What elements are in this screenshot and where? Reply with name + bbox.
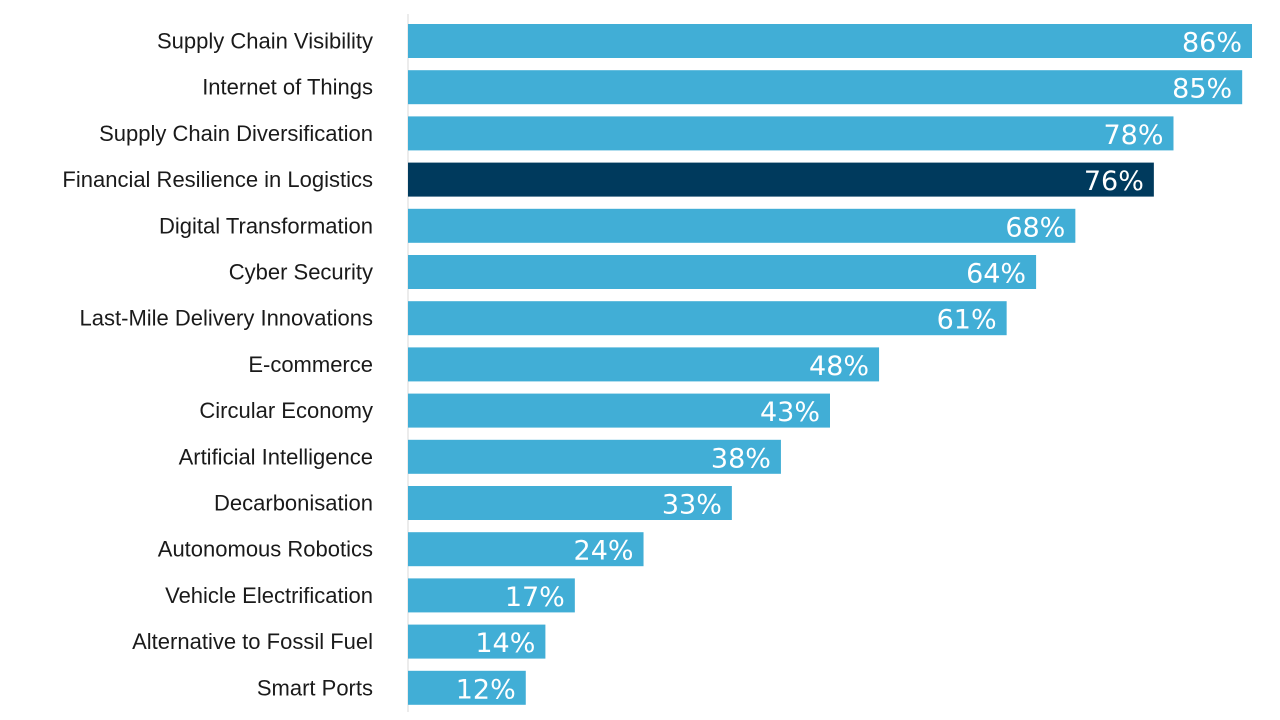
category-labels-group: Supply Chain Visibility Internet of Thing… <box>62 29 373 701</box>
bar-2 <box>408 70 1243 105</box>
bar-8 <box>408 347 880 382</box>
value-label: 14% <box>475 628 535 659</box>
bar-10 <box>408 439 781 474</box>
category-label: Artificial Intelligence <box>179 444 373 469</box>
category-label: Supply Chain Diversification <box>99 121 373 146</box>
value-label: 48% <box>809 351 869 382</box>
value-label: 61% <box>937 305 997 336</box>
value-label: 78% <box>1103 120 1163 151</box>
category-label: Internet of Things <box>202 75 373 100</box>
bar-5 <box>408 208 1076 243</box>
category-label: Smart Ports <box>257 675 373 700</box>
value-label: 76% <box>1084 166 1144 197</box>
bar-13 <box>408 578 575 613</box>
value-label: 86% <box>1182 28 1242 59</box>
category-label: Vehicle Electrification <box>165 583 373 608</box>
value-labels-group: 86% 85% 78% 76% 68% 64% 61% 48% 43% 38% 33% 24% 17% 1… <box>456 28 1242 706</box>
category-label: Digital Transformation <box>159 213 373 238</box>
bar-11 <box>408 486 732 520</box>
bar-3 <box>408 116 1174 151</box>
bar-1 <box>408 24 1252 58</box>
value-label: 38% <box>711 443 771 474</box>
bars-group <box>408 24 1252 705</box>
value-label: 43% <box>760 397 820 428</box>
category-label: Autonomous Robotics <box>158 537 373 562</box>
bar-12 <box>408 532 644 567</box>
category-label: Cyber Security <box>229 260 373 285</box>
category-label: E-commerce <box>248 352 373 377</box>
value-label: 85% <box>1172 74 1232 105</box>
category-label: Financial Resilience in Logistics <box>62 167 373 192</box>
bar-6 <box>408 255 1037 289</box>
value-label: 68% <box>1005 212 1065 243</box>
bar-4 <box>408 162 1154 197</box>
value-label: 64% <box>966 259 1026 290</box>
bar-15 <box>408 670 526 705</box>
category-label: Alternative to Fossil Fuel <box>132 629 373 654</box>
category-label: Last-Mile Delivery Innovations <box>80 306 373 331</box>
value-label: 24% <box>574 536 634 567</box>
value-label: 33% <box>662 490 722 521</box>
category-label: Circular Economy <box>199 398 373 423</box>
bar-7 <box>408 301 1007 336</box>
category-label: Supply Chain Visibility <box>157 29 373 54</box>
category-label: Decarbonisation <box>214 491 373 516</box>
bar-14 <box>408 624 546 659</box>
bar-9 <box>408 393 830 428</box>
value-label: 12% <box>456 674 516 705</box>
value-label: 17% <box>505 582 565 613</box>
